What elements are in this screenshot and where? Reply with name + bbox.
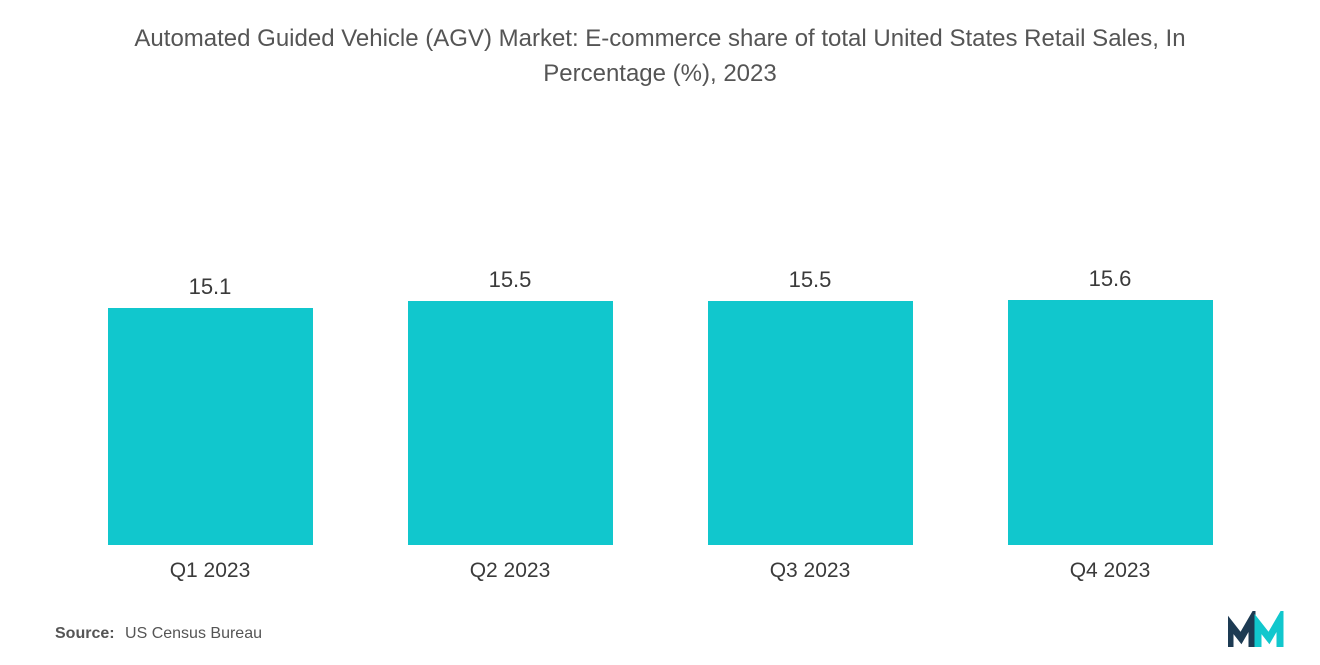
chart-plot-area: 15.1Q1 202315.5Q2 202315.5Q3 202315.6Q4 …: [60, 160, 1260, 545]
bar-group: 15.1Q1 2023: [60, 160, 360, 545]
bar: [408, 301, 613, 545]
source-label: Source:: [55, 625, 115, 642]
bar-value-label: 15.5: [489, 267, 532, 293]
bar-category-label: Q1 2023: [170, 559, 251, 583]
logo-stroke-dark: [1230, 619, 1252, 647]
bar: [1008, 300, 1213, 545]
source-attribution: Source: US Census Bureau: [55, 625, 262, 643]
bar-category-label: Q4 2023: [1070, 559, 1151, 583]
bar-category-label: Q2 2023: [470, 559, 551, 583]
bar: [708, 301, 913, 545]
bar-group: 15.5Q3 2023: [660, 160, 960, 545]
bar-category-label: Q3 2023: [770, 559, 851, 583]
brand-logo: [1228, 611, 1286, 651]
bar-value-label: 15.1: [189, 274, 232, 300]
bar-group: 15.5Q2 2023: [360, 160, 660, 545]
bar-value-label: 15.5: [789, 267, 832, 293]
source-text: US Census Bureau: [125, 625, 262, 642]
bar-group: 15.6Q4 2023: [960, 160, 1260, 545]
logo-stroke-teal: [1258, 619, 1280, 647]
chart-title: Automated Guided Vehicle (AGV) Market: E…: [0, 0, 1320, 92]
bar: [108, 308, 313, 545]
bar-value-label: 15.6: [1089, 266, 1132, 292]
